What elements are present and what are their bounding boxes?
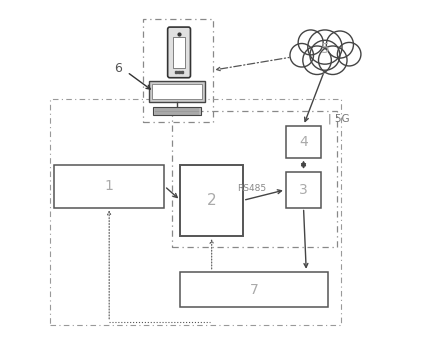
Bar [51,99,341,325]
FancyArrowPatch shape [210,240,214,269]
Circle shape [338,42,361,66]
Bar [152,84,202,99]
FancyArrowPatch shape [302,162,306,168]
FancyArrowPatch shape [305,72,324,121]
FancyBboxPatch shape [167,27,190,78]
Text: 7: 7 [250,282,259,296]
Bar [286,126,321,158]
Circle shape [303,46,331,74]
Text: 3: 3 [299,183,308,197]
FancyArrowPatch shape [303,210,308,267]
Bar [171,111,338,247]
Circle shape [319,46,347,74]
Circle shape [310,40,340,70]
Text: 1: 1 [105,179,113,193]
Bar [180,272,328,308]
Circle shape [326,31,354,58]
FancyArrowPatch shape [108,212,111,319]
Text: 5: 5 [321,42,329,56]
Circle shape [298,30,323,55]
Bar [149,81,205,102]
Text: | 5G: | 5G [328,113,350,124]
Circle shape [308,30,342,64]
Bar [286,172,321,208]
Bar [54,165,164,208]
Bar [153,107,201,115]
FancyArrowPatch shape [217,57,295,71]
Text: 6: 6 [114,62,122,75]
Text: 4: 4 [299,135,308,149]
FancyArrowPatch shape [245,190,281,200]
Text: 2: 2 [207,193,217,208]
Bar [143,19,213,122]
FancyArrowPatch shape [167,188,177,198]
Circle shape [290,43,314,67]
Bar [180,165,243,236]
Bar [173,38,186,68]
Text: RS485: RS485 [237,184,266,193]
